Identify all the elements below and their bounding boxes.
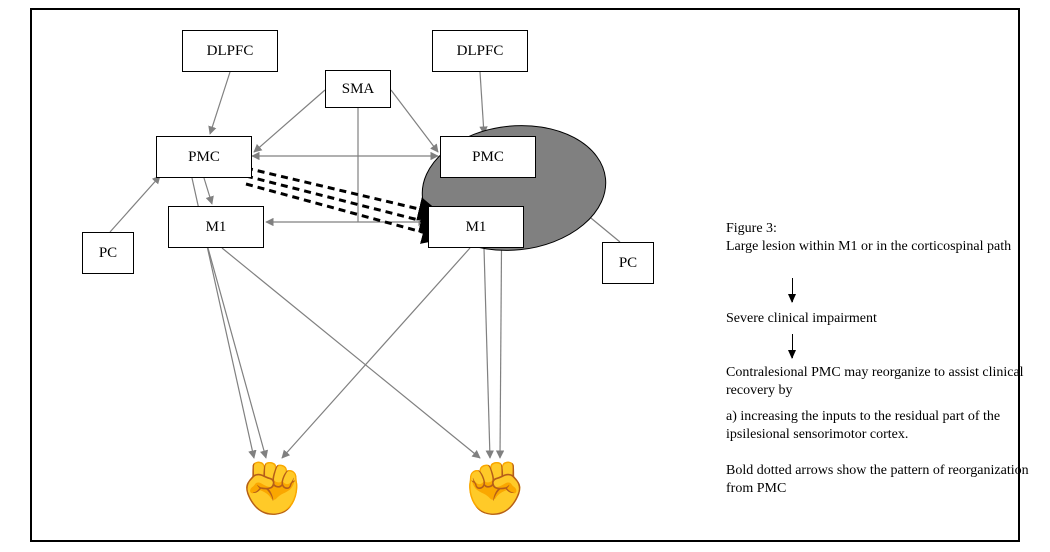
node-label: M1 (466, 219, 487, 236)
caption-arrow-icon (792, 334, 793, 358)
node-label: M1 (206, 219, 227, 236)
node-dlpfc-right: DLPFC (432, 30, 528, 72)
node-label: PC (619, 255, 637, 272)
hand-left-icon: ✊ (240, 464, 305, 516)
node-pmc-left: PMC (156, 136, 252, 178)
node-dlpfc-left: DLPFC (182, 30, 278, 72)
figure-frame: DLPFC DLPFC SMA PMC PMC M1 M1 PC PC ✊ ✊ … (30, 8, 1020, 542)
caption-line-1: Large lesion within M1 or in the cortico… (726, 238, 1036, 256)
caption-line-3: Contralesional PMC may reorganize to ass… (726, 364, 1042, 399)
hand-right-icon: ✊ (462, 464, 527, 516)
node-label: SMA (342, 81, 375, 98)
node-label: DLPFC (207, 43, 254, 60)
node-label: PMC (188, 149, 220, 166)
node-label: DLPFC (457, 43, 504, 60)
caption-line-5: Bold dotted arrows show the pattern of r… (726, 462, 1046, 497)
node-pmc-right: PMC (440, 136, 536, 178)
caption-title: Figure 3: (726, 220, 777, 238)
node-pc-right: PC (602, 242, 654, 284)
caption-arrow-icon (792, 278, 793, 302)
node-m1-left: M1 (168, 206, 264, 248)
node-label: PMC (472, 149, 504, 166)
node-pc-left: PC (82, 232, 134, 274)
node-m1-right: M1 (428, 206, 524, 248)
caption-line-4: a) increasing the inputs to the residual… (726, 408, 1046, 443)
caption-line-2: Severe clinical impairment (726, 310, 877, 328)
node-label: PC (99, 245, 117, 262)
node-sma: SMA (325, 70, 391, 108)
